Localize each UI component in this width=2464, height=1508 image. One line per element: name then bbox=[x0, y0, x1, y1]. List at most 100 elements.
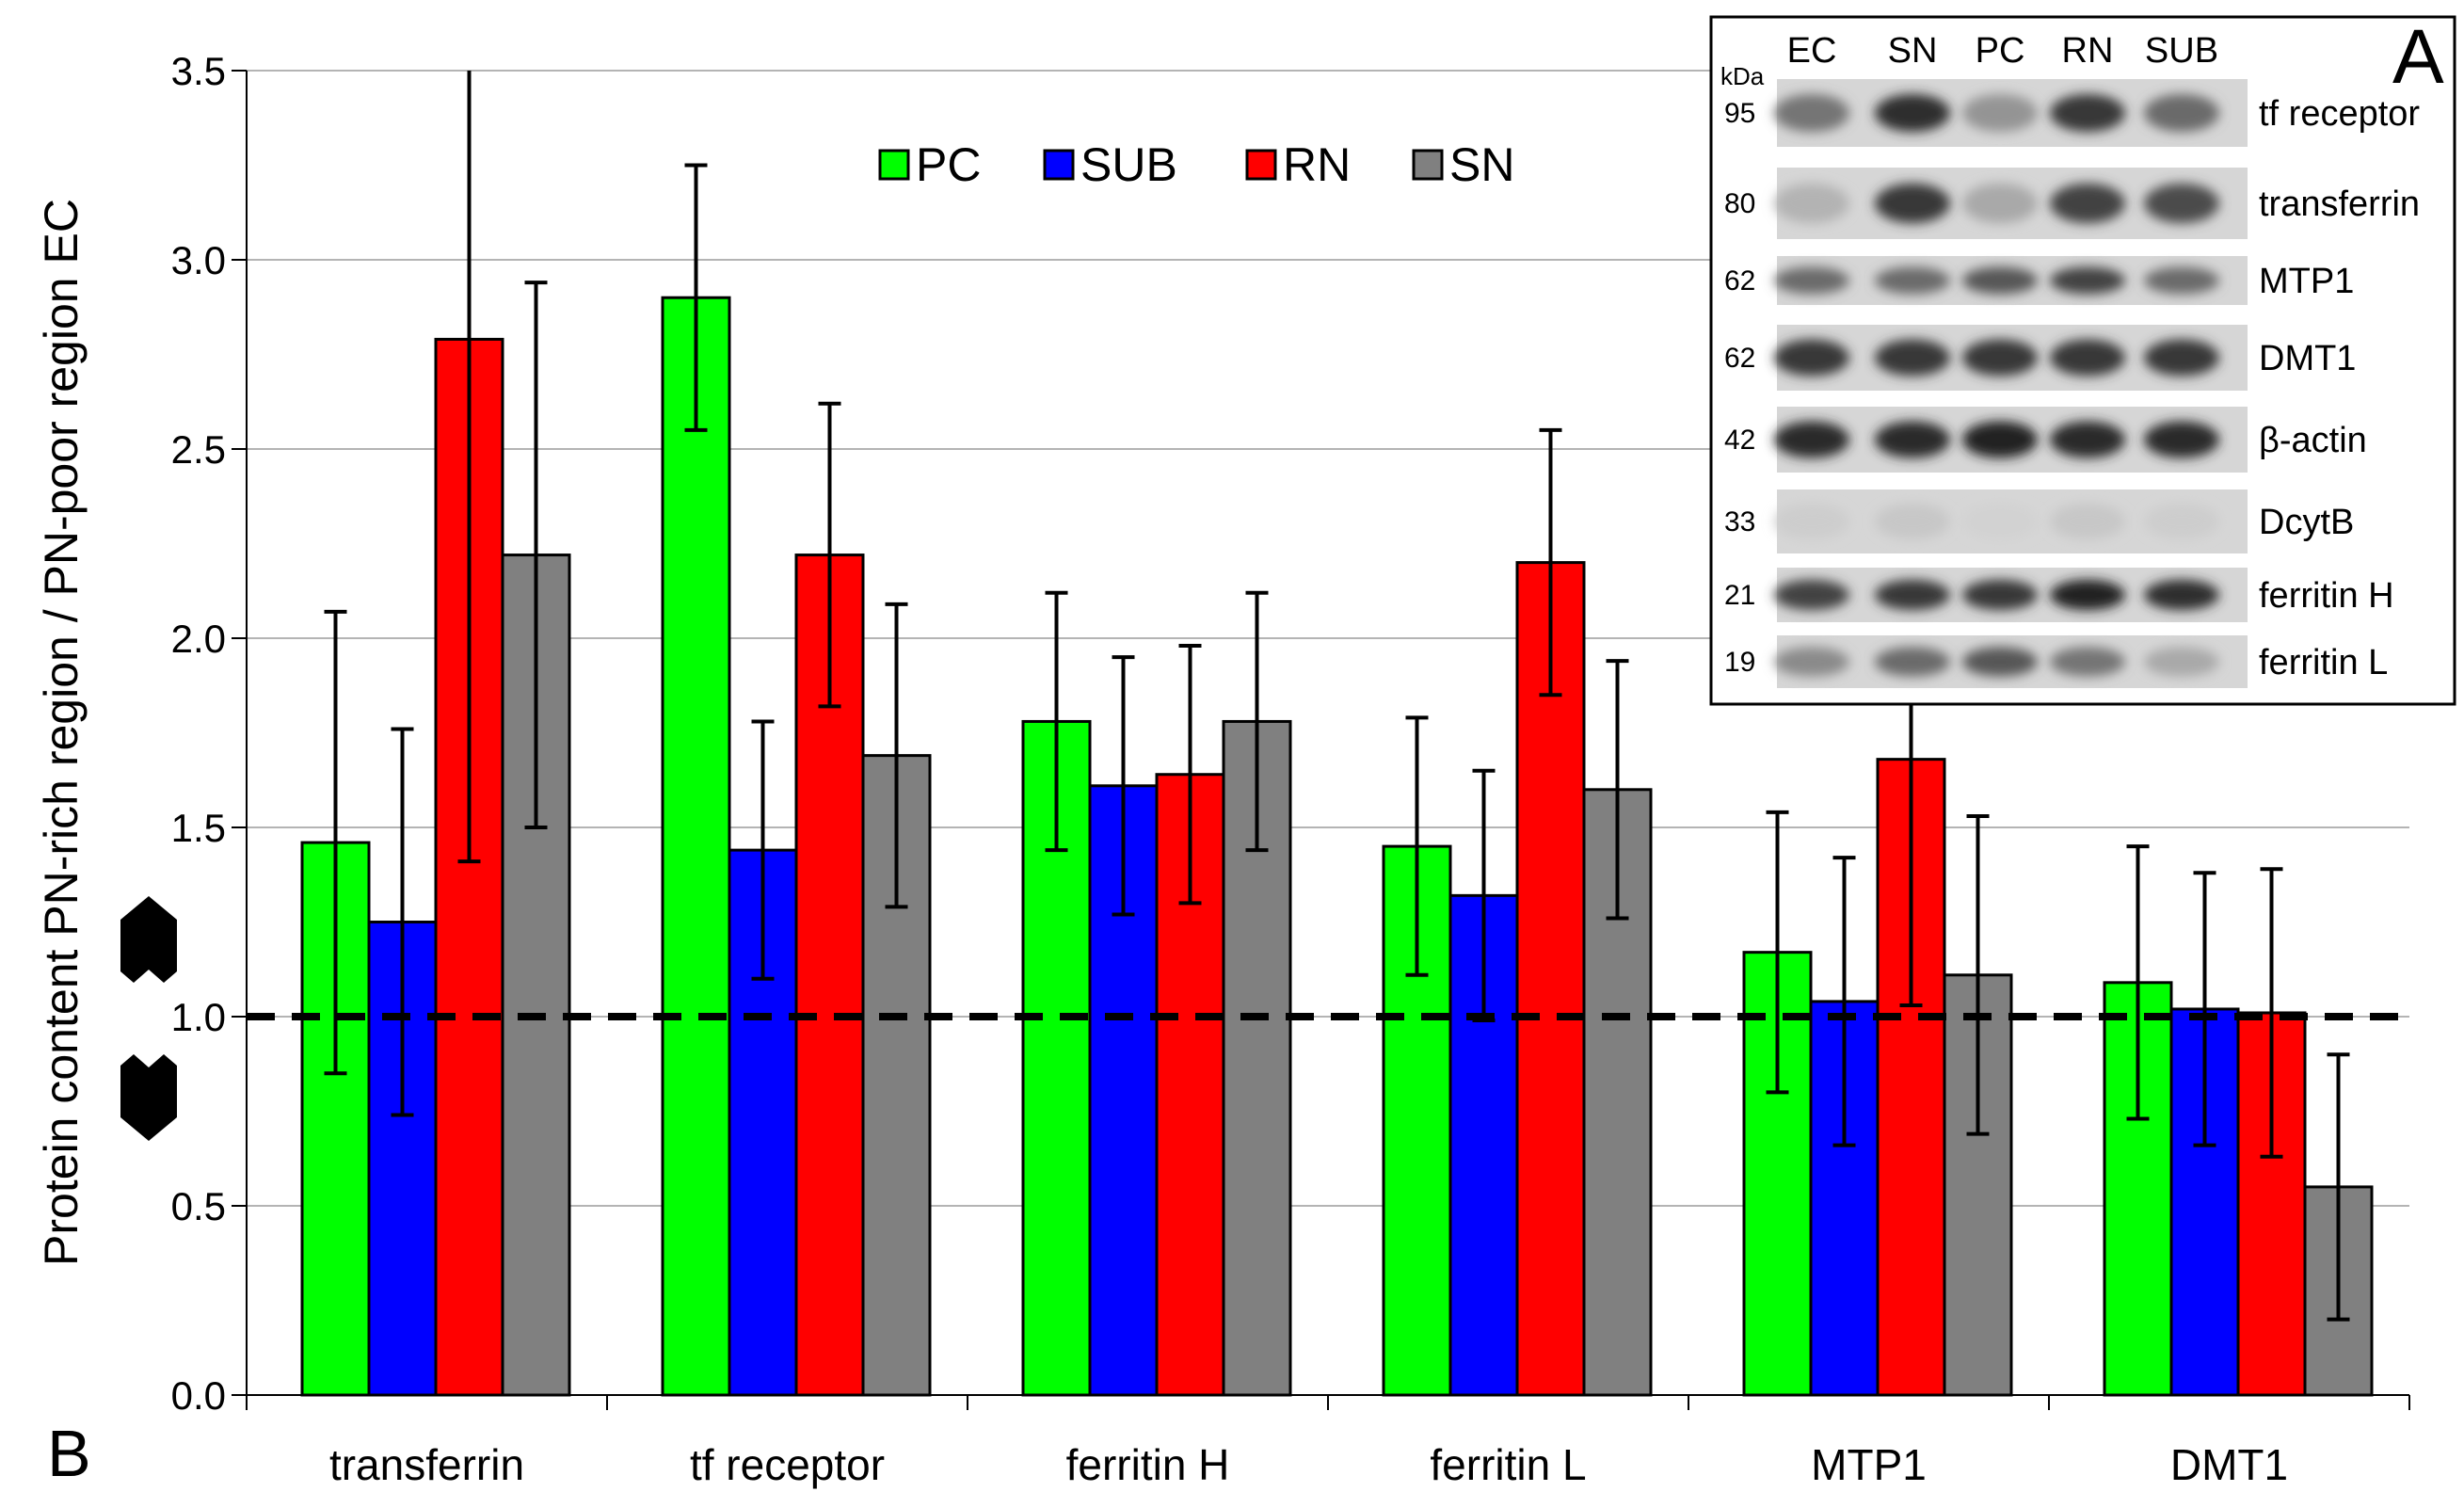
y-tick-label: 3.5 bbox=[171, 49, 226, 93]
arrow-down-icon bbox=[120, 1054, 177, 1141]
y-tick-label: 0.5 bbox=[171, 1184, 226, 1228]
blot-lane-label: EC bbox=[1787, 31, 1837, 71]
blot-protein-label: MTP1 bbox=[2259, 262, 2354, 301]
blot-band bbox=[1962, 339, 2038, 377]
reference-arrows bbox=[120, 896, 177, 1141]
panel-label-b: B bbox=[47, 1417, 91, 1490]
blot-band bbox=[2144, 647, 2219, 677]
error-bars bbox=[324, 71, 2350, 1322]
blot-band bbox=[1774, 647, 1849, 677]
blot-lane-label: RN bbox=[2062, 31, 2114, 71]
grid-lines bbox=[247, 70, 2409, 1207]
panel-label-a: A bbox=[2392, 14, 2444, 100]
category-label: ferritin H bbox=[1066, 1440, 1230, 1489]
blot-row: 80 transferrin bbox=[1724, 168, 2420, 239]
blot-band bbox=[1962, 183, 2038, 224]
category-labels: transferrin tf receptor ferritin H ferritin… bbox=[246, 1395, 2410, 1489]
blot-kda-value: 95 bbox=[1724, 98, 1755, 129]
blot-band bbox=[1962, 579, 2038, 611]
category-label: MTP1 bbox=[1811, 1440, 1927, 1489]
blot-band bbox=[2144, 421, 2219, 458]
bar bbox=[1515, 561, 1586, 1397]
blot-row: 21 ferritin H bbox=[1724, 568, 2394, 622]
blot-kda-value: 33 bbox=[1724, 506, 1755, 537]
blot-band bbox=[1962, 421, 2038, 458]
blot-band bbox=[1875, 266, 1950, 295]
legend-label: SN bbox=[1449, 138, 1514, 191]
blot-row: 42 β-actin bbox=[1724, 407, 2367, 473]
blot-band bbox=[1962, 647, 2038, 677]
blot-band bbox=[2144, 93, 2219, 133]
blot-band bbox=[1875, 93, 1950, 133]
y-tick-label: 2.0 bbox=[171, 617, 226, 661]
legend: PC SUB RN SN bbox=[878, 138, 1514, 191]
blot-band bbox=[1875, 339, 1950, 377]
blot-kda-value: 62 bbox=[1724, 343, 1755, 374]
blot-row: 33 DcytB bbox=[1724, 489, 2354, 553]
blot-kda-value: 19 bbox=[1724, 647, 1755, 678]
blot-lane-label: PC bbox=[1976, 31, 2025, 71]
blot-lane-labels: EC SN PC RN SUB bbox=[1787, 31, 2218, 71]
blot-band bbox=[2144, 503, 2219, 540]
legend-swatch bbox=[878, 149, 910, 181]
y-tick-label: 1.0 bbox=[171, 995, 226, 1039]
bar bbox=[661, 296, 731, 1397]
blot-kda-value: 80 bbox=[1724, 188, 1755, 219]
y-ticks: 0.0 0.5 1.0 1.5 2.0 2.5 3.0 3.5 bbox=[171, 49, 247, 1418]
blot-band bbox=[1875, 647, 1950, 677]
category-label: tf receptor bbox=[690, 1440, 885, 1489]
blot-band bbox=[1875, 183, 1950, 224]
legend-label: RN bbox=[1283, 138, 1351, 191]
category-label: transferrin bbox=[329, 1440, 524, 1489]
blot-row: 62 DMT1 bbox=[1724, 325, 2356, 391]
blot-row: 19 ferritin L bbox=[1724, 635, 2388, 688]
blot-band bbox=[1875, 503, 1950, 540]
blot-band bbox=[2050, 183, 2125, 224]
blot-band bbox=[2144, 339, 2219, 377]
blot-band bbox=[1962, 266, 2038, 295]
y-tick-label: 3.0 bbox=[171, 238, 226, 282]
blot-protein-label: ferritin H bbox=[2259, 576, 2394, 616]
category-label: DMT1 bbox=[2170, 1440, 2288, 1489]
blot-band bbox=[2144, 579, 2219, 611]
blot-protein-label: tf receptor bbox=[2259, 94, 2420, 134]
y-axis-label: Protein content PN-rich region / PN-poor… bbox=[35, 199, 88, 1266]
blot-protein-label: DcytB bbox=[2259, 503, 2354, 542]
legend-swatch bbox=[1043, 149, 1075, 181]
y-tick-label: 0.0 bbox=[171, 1373, 226, 1418]
blot-band bbox=[2144, 183, 2219, 224]
blot-lane-label: SUB bbox=[2145, 31, 2218, 71]
legend-swatch bbox=[1245, 149, 1277, 181]
blot-band bbox=[1774, 183, 1849, 224]
blot-band bbox=[1774, 579, 1849, 611]
blot-band bbox=[1774, 339, 1849, 377]
blot-protein-label: DMT1 bbox=[2259, 339, 2356, 378]
blot-kda-value: 42 bbox=[1724, 425, 1755, 456]
blot-row: 62 MTP1 bbox=[1724, 256, 2354, 305]
legend-label: SUB bbox=[1080, 138, 1177, 191]
blot-band bbox=[1774, 266, 1849, 295]
blot-band bbox=[2050, 647, 2125, 677]
blot-row: 95 tf receptor bbox=[1724, 79, 2420, 147]
category-label: ferritin L bbox=[1430, 1440, 1586, 1489]
arrow-up-icon bbox=[120, 896, 177, 983]
y-tick-label: 2.5 bbox=[171, 427, 226, 472]
blot-band bbox=[2050, 93, 2125, 133]
blot-band bbox=[1962, 503, 2038, 540]
blot-kda-value: 62 bbox=[1724, 265, 1755, 297]
legend-label: PC bbox=[916, 138, 981, 191]
legend-swatch bbox=[1412, 149, 1444, 181]
blot-protein-label: ferritin L bbox=[2259, 643, 2388, 682]
blot-band bbox=[1875, 579, 1950, 611]
blot-band bbox=[2050, 339, 2125, 377]
blot-lane-label: SN bbox=[1888, 31, 1938, 71]
blot-band bbox=[1875, 421, 1950, 458]
blot-band bbox=[1774, 93, 1849, 133]
blot-rows: 95 tf receptor 80 transferrin 62 MTP1 62 DMT1 42… bbox=[1724, 79, 2420, 688]
western-blot-inset: kDa A EC SN PC RN SUB 95 tf receptor 80 transfe… bbox=[1709, 14, 2456, 706]
blot-protein-label: transferrin bbox=[2259, 184, 2420, 224]
blot-band bbox=[2144, 266, 2219, 295]
blot-protein-label: β-actin bbox=[2259, 421, 2367, 460]
blot-band bbox=[2050, 503, 2125, 540]
